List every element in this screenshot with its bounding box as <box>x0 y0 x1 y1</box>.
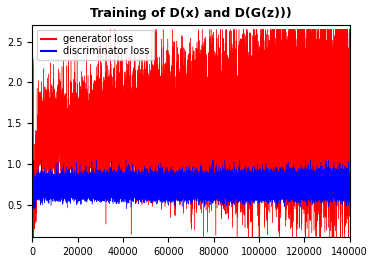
generator loss <box>165 96 170 99</box>
discriminator loss <box>165 184 170 187</box>
discriminator loss <box>30 203 34 206</box>
discriminator loss <box>30 158 34 161</box>
generator loss <box>108 28 113 31</box>
Line: discriminator loss: discriminator loss <box>32 160 350 209</box>
discriminator loss <box>342 178 346 182</box>
generator loss <box>342 85 346 88</box>
generator loss <box>57 100 62 103</box>
generator loss <box>347 64 352 67</box>
generator loss <box>210 100 214 103</box>
discriminator loss <box>204 187 209 190</box>
discriminator loss <box>315 184 320 187</box>
Line: generator loss: generator loss <box>32 29 350 237</box>
Title: Training of D(x) and D(G(z))): Training of D(x) and D(G(z))) <box>90 7 292 20</box>
generator loss <box>204 89 209 92</box>
discriminator loss <box>30 207 34 210</box>
generator loss <box>30 210 34 213</box>
discriminator loss <box>210 180 214 183</box>
Legend: generator loss, discriminator loss: generator loss, discriminator loss <box>37 30 153 60</box>
discriminator loss <box>347 172 352 175</box>
discriminator loss <box>57 176 62 179</box>
generator loss <box>30 236 34 239</box>
generator loss <box>315 150 320 153</box>
